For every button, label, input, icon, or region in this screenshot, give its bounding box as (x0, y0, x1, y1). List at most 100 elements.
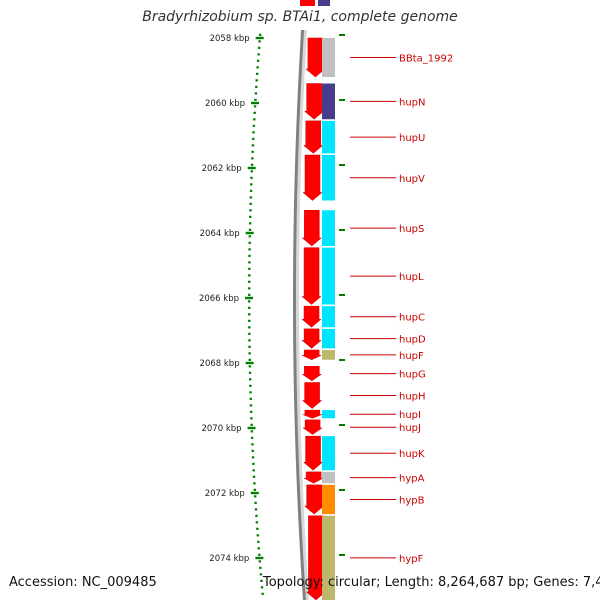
cog-block (322, 484, 335, 515)
ruler-track: 2058 kbp 2060 kbp 2062 kbp 2064 kbp 2066 kbp… (199, 33, 345, 595)
gene-label: hupH (399, 392, 426, 403)
outer-tick (339, 34, 345, 36)
cds-arrow (301, 366, 323, 382)
ruler-tick-label: 2058 kbp (210, 34, 250, 44)
ruler-tick-label: 2060 kbp (205, 99, 245, 109)
ruler-minor-tick (258, 40, 261, 43)
ruler-minor-tick (261, 592, 264, 595)
ruler-minor-tick (258, 553, 261, 556)
ruler-tick-label: 2064 kbp (200, 229, 240, 239)
cog-block (322, 210, 335, 246)
ruler-minor-tick (250, 430, 254, 433)
ruler-major-tick (255, 556, 264, 560)
cds-arrow (303, 471, 324, 484)
ruler-major-tick (251, 101, 260, 105)
ruler-minor-tick (248, 274, 251, 277)
ruler-minor-tick (248, 352, 251, 355)
backbone-track (292, 29, 309, 600)
ruler-minor-tick (253, 118, 256, 121)
cds-arrow (301, 382, 323, 409)
backbone-line (292, 29, 306, 600)
cog-block (322, 410, 335, 419)
ruler-minor-tick (255, 72, 259, 75)
ruler-tick-label: 2068 kbp (200, 359, 240, 369)
ruler-minor-tick (248, 313, 251, 316)
ruler-minor-tick (254, 92, 258, 95)
ruler-minor-tick (256, 534, 260, 537)
gene-label: hypF (399, 554, 424, 565)
ruler-major-tick (250, 491, 259, 495)
accession-text: Accession: NC_009485 (9, 575, 157, 590)
ruler-minor-tick (252, 462, 255, 465)
cds-arrow (303, 484, 325, 515)
cog-block (322, 38, 335, 77)
gene-label: hupL (399, 272, 424, 283)
outer-tick (339, 229, 345, 231)
cog-track (318, 0, 335, 600)
ruler-minor-tick (248, 319, 251, 322)
outer-tick (339, 294, 345, 296)
cog-block (322, 471, 335, 484)
cds-arrow-partial (300, 0, 315, 6)
cog-block (322, 350, 335, 360)
cog-block (322, 515, 335, 600)
gene-label: hypA (399, 474, 425, 485)
cog-block-partial (318, 0, 330, 6)
ruler-minor-tick (255, 514, 258, 517)
outer-tick (339, 554, 345, 556)
gene-label: hupC (399, 313, 425, 324)
gene-label: hupI (399, 410, 421, 421)
ruler-tick-label: 2072 kbp (205, 489, 245, 499)
gene-label: hupK (399, 449, 425, 460)
ruler-major-tick (247, 166, 256, 170)
outer-tick (339, 99, 345, 101)
ruler-minor-tick (249, 397, 252, 400)
ruler-minor-tick (248, 254, 251, 257)
ruler-minor-tick (248, 293, 251, 296)
ruler-minor-tick (251, 150, 254, 153)
ruler-minor-tick (257, 540, 260, 543)
ruler-minor-tick (249, 391, 252, 394)
ruler-minor-tick (251, 157, 254, 160)
ruler-minor-tick (253, 105, 257, 108)
ruler-minor-tick (249, 384, 252, 387)
cog-block (322, 328, 335, 349)
gene-label: BBta_1992 (399, 54, 453, 65)
ruler-minor-tick (253, 495, 257, 498)
ruler-minor-tick (253, 488, 257, 491)
ruler-minor-tick (257, 53, 260, 56)
ruler-minor-tick (249, 202, 252, 205)
gene-label: hupU (399, 133, 425, 144)
cds-arrow (301, 210, 323, 247)
cog-block (322, 120, 335, 154)
cog-block (322, 247, 335, 305)
ruler-minor-tick (256, 66, 259, 69)
gene-labels: BBta_1992 hupN hupU hupV hupS hupL hupC hupD hup… (350, 54, 453, 565)
ruler-minor-tick (258, 33, 262, 36)
ruler-major-tick (245, 231, 254, 235)
cds-track (300, 0, 327, 600)
ruler-minor-tick (250, 163, 254, 166)
ruler-minor-tick (248, 378, 252, 381)
ruler-minor-tick (248, 358, 251, 361)
cds-arrow (303, 83, 325, 120)
ruler-minor-tick (255, 521, 259, 524)
ruler-minor-tick (259, 573, 263, 576)
ruler-minor-tick (252, 137, 255, 140)
ruler-minor-tick (257, 547, 260, 550)
ruler-minor-tick (249, 215, 252, 218)
gene-label: hupG (399, 370, 426, 381)
ruler-minor-tick (248, 235, 252, 238)
ruler-major-tick (245, 361, 254, 365)
ruler-minor-tick (251, 144, 255, 147)
ruler-minor-tick (253, 111, 256, 114)
ruler-minor-tick (248, 332, 251, 335)
ruler-tick-label: 2070 kbp (201, 424, 241, 434)
cds-arrow (303, 120, 324, 154)
ruler-minor-tick (251, 443, 254, 446)
ruler-minor-tick (249, 189, 253, 192)
gene-label: hupJ (399, 423, 421, 434)
gene-label: hupD (399, 335, 426, 346)
ruler-minor-tick (248, 261, 251, 264)
ruler-minor-tick (255, 85, 258, 88)
